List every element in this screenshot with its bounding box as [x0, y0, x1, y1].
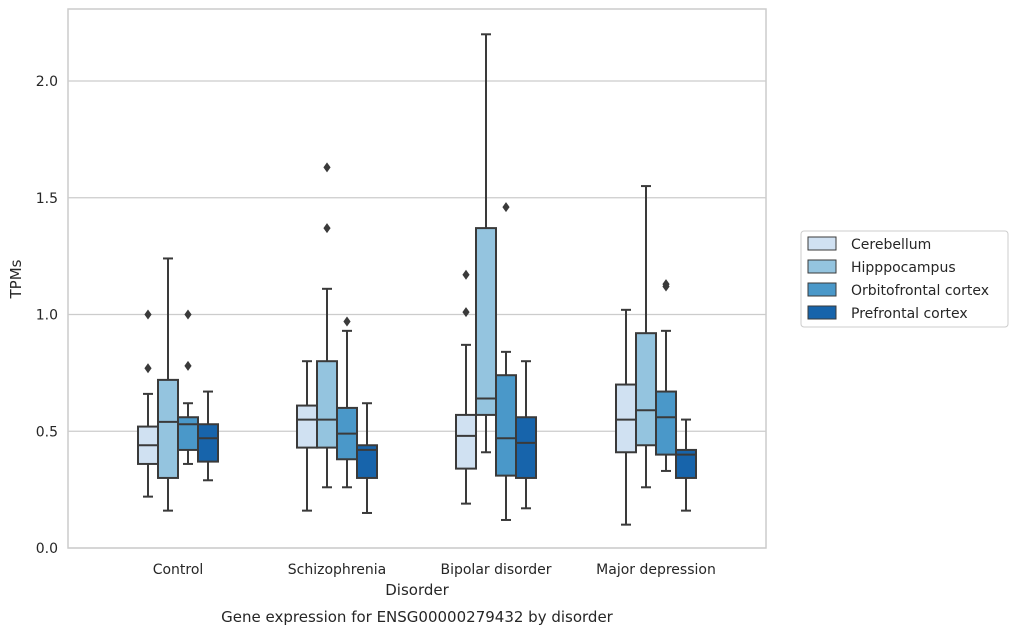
legend-swatch — [807, 305, 837, 320]
box-prefrontal-cortex-3 — [675, 418, 697, 512]
box-iqr — [615, 383, 637, 454]
x-axis-label: Disorder — [385, 581, 449, 599]
box-orbitofrontal-cortex-3 — [655, 279, 677, 472]
outlier-point — [462, 269, 470, 280]
box-cerebellum-0 — [137, 309, 159, 498]
y-tick-label: 0.5 — [36, 424, 58, 440]
box-iqr — [635, 332, 657, 447]
x-tick-labels: Control Schizophrenia Bipolar disorder Majo… — [153, 562, 716, 578]
x-tick-label: Control — [153, 562, 204, 578]
plot-frame — [67, 8, 767, 549]
outlier-point — [144, 363, 152, 374]
box-iqr — [316, 360, 338, 449]
box-orbitofrontal-cortex-0 — [177, 309, 199, 465]
box-iqr — [675, 448, 697, 479]
box-prefrontal-cortex-0 — [197, 390, 219, 482]
box-cerebellum-1 — [296, 360, 318, 512]
y-tick-label: 2.0 — [36, 74, 58, 90]
outlier-point — [343, 316, 351, 327]
box-groups — [137, 33, 697, 526]
x-tick-label: Major depression — [596, 562, 716, 578]
outlier-point — [662, 279, 670, 290]
y-axis-label: TPMs — [7, 259, 25, 299]
box-iqr — [356, 444, 378, 479]
legend-label: Hipppocampus — [851, 260, 956, 276]
box-orbitofrontal-cortex-1 — [336, 316, 358, 489]
box-iqr — [515, 416, 537, 479]
box-cerebellum-2 — [455, 269, 477, 505]
x-tick-label: Bipolar disorder — [440, 562, 551, 578]
legend-label: Cerebellum — [851, 237, 931, 253]
y-tick-label: 1.0 — [36, 308, 58, 324]
legend-swatch — [807, 282, 837, 297]
outlier-point — [184, 309, 192, 320]
box-iqr — [296, 404, 318, 449]
legend-label: Orbitofrontal cortex — [851, 283, 989, 299]
outlier-point — [184, 360, 192, 371]
legend: Cerebellum Hipppocampus Orbitofrontal cort… — [800, 230, 1009, 328]
box-hipppocampus-0 — [157, 257, 179, 512]
chart-caption: Gene expression for ENSG00000279432 by d… — [221, 608, 614, 626]
y-tick-label: 0.0 — [36, 541, 58, 557]
box-hipppocampus-1 — [316, 162, 338, 489]
legend-swatch — [807, 236, 837, 251]
box-iqr — [495, 374, 517, 477]
outlier-point — [323, 223, 331, 234]
outlier-point — [144, 309, 152, 320]
outlier-point — [462, 307, 470, 318]
box-iqr — [655, 390, 677, 456]
y-tick-label: 1.5 — [36, 191, 58, 207]
outlier-point — [502, 202, 510, 213]
legend-frame — [800, 230, 1009, 328]
box-iqr — [197, 423, 219, 463]
box-orbitofrontal-cortex-2 — [495, 202, 517, 521]
box-hipppocampus-3 — [635, 185, 657, 489]
box-prefrontal-cortex-2 — [515, 360, 537, 510]
box-prefrontal-cortex-1 — [356, 402, 378, 514]
x-tick-label: Schizophrenia — [288, 562, 386, 578]
box-iqr — [157, 378, 179, 479]
outlier-point — [323, 162, 331, 173]
legend-swatch — [807, 259, 837, 274]
box-iqr — [177, 416, 199, 451]
box-iqr — [455, 413, 477, 470]
box-iqr — [475, 227, 497, 416]
box-hipppocampus-2 — [475, 33, 497, 454]
box-cerebellum-3 — [615, 308, 637, 526]
y-tick-labels: 0.0 0.5 1.0 1.5 2.0 — [36, 74, 58, 557]
legend-label: Prefrontal cortex — [851, 306, 968, 322]
